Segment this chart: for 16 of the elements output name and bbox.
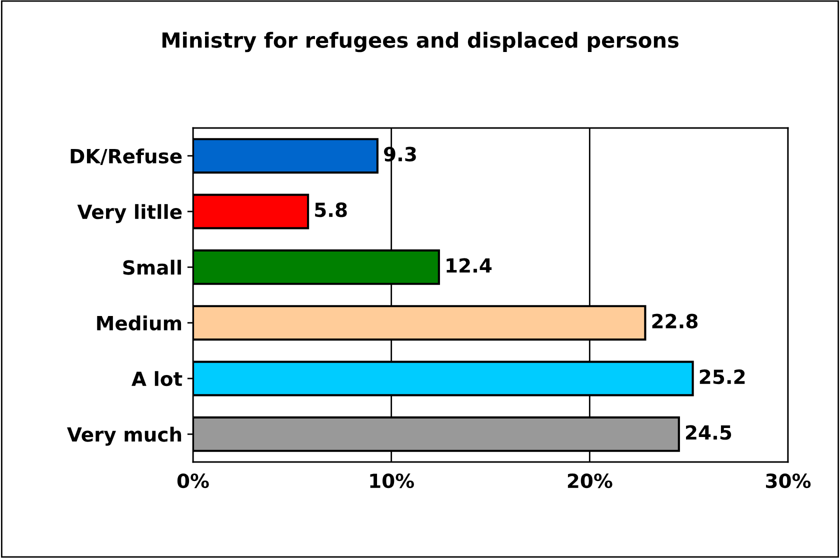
- x-tick-label: 10%: [370, 473, 414, 488]
- data-label: 25.2: [700, 369, 745, 384]
- y-tick-label: Medium: [97, 315, 182, 330]
- x-tick-label: 0%: [177, 473, 209, 488]
- chart-title: Ministry for refugees and displaced persons: [162, 32, 678, 52]
- y-tick-label: Very much: [67, 426, 182, 446]
- data-label: 22.8: [652, 314, 698, 328]
- y-tick-label: Small: [123, 260, 181, 275]
- y-tick-label: Very litlle: [77, 204, 182, 224]
- data-label: 12.4: [446, 258, 492, 273]
- x-tick-label: 20%: [568, 473, 612, 488]
- x-tick-label: 30%: [766, 473, 811, 488]
- y-tick-label: DK/Refuse: [70, 148, 182, 166]
- y-tick-label: A lot: [132, 371, 182, 386]
- data-label: 5.8: [315, 202, 347, 218]
- data-label: 24.5: [686, 425, 732, 440]
